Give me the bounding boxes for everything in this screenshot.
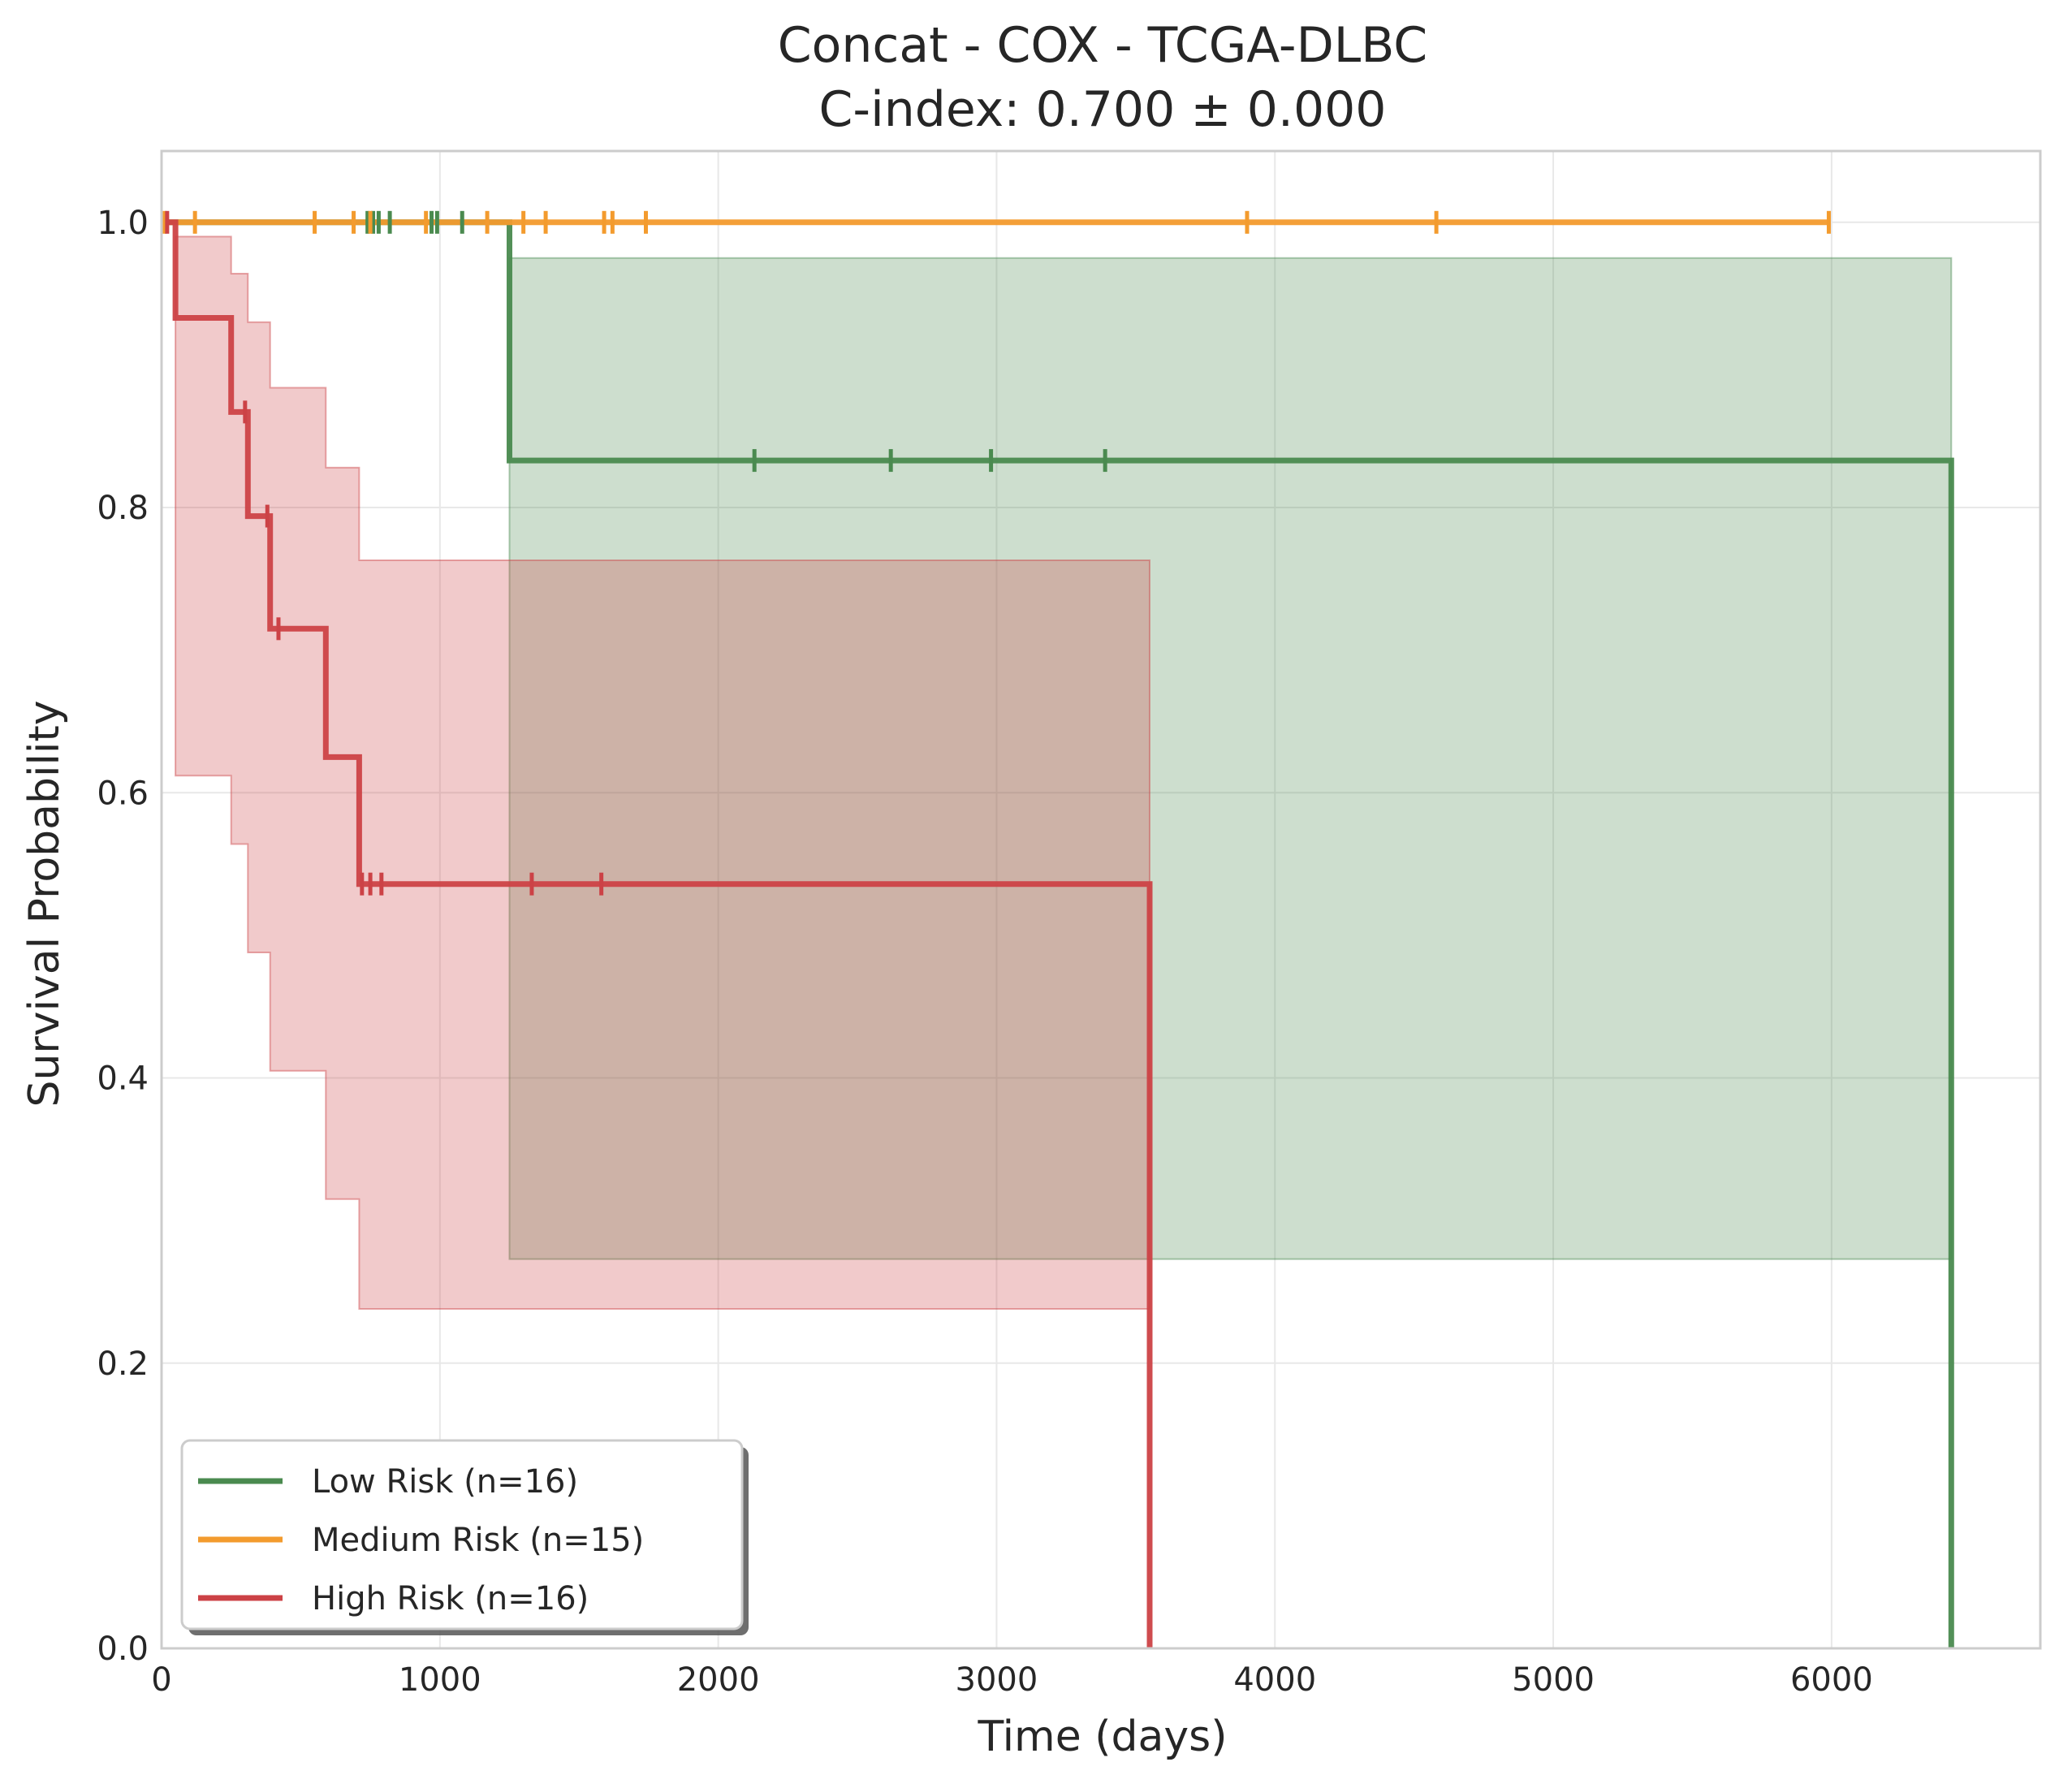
plot-frame	[160, 149, 2042, 1650]
x-tick-label: 3000	[956, 1661, 1038, 1699]
y-axis-label: Survival Probability	[20, 700, 69, 1107]
chart-title-line1: Concat - COX - TCGA-DLBC	[778, 17, 1427, 74]
y-tick-label: 0.6	[97, 775, 149, 812]
y-tick-label: 0.8	[97, 490, 149, 527]
x-tick-label: 6000	[1790, 1661, 1873, 1699]
x-tick-label: 0	[151, 1661, 171, 1699]
survival-curve-2	[162, 219, 1153, 1648]
y-tick-label: 1.0	[97, 205, 149, 242]
legend-label-2: High Risk (n=16)	[312, 1580, 589, 1617]
x-tick-label: 4000	[1233, 1661, 1316, 1699]
chart-title-line2: C-index: 0.700 ± 0.000	[819, 81, 1387, 138]
legend-box	[180, 1439, 744, 1630]
y-tick-label: 0.4	[97, 1060, 149, 1098]
plot-area-background	[162, 151, 2040, 1648]
x-tick-label: 2000	[677, 1661, 760, 1699]
x-tick-label: 5000	[1512, 1661, 1595, 1699]
y-tick-label: 0.2	[97, 1345, 149, 1383]
legend-label-1: Medium Risk (n=15)	[312, 1522, 644, 1559]
x-axis-label: Time (days)	[977, 1712, 1227, 1761]
legend-label-0: Low Risk (n=16)	[312, 1463, 578, 1501]
x-tick-label: 1000	[399, 1661, 481, 1699]
y-tick-label: 0.0	[97, 1630, 149, 1668]
